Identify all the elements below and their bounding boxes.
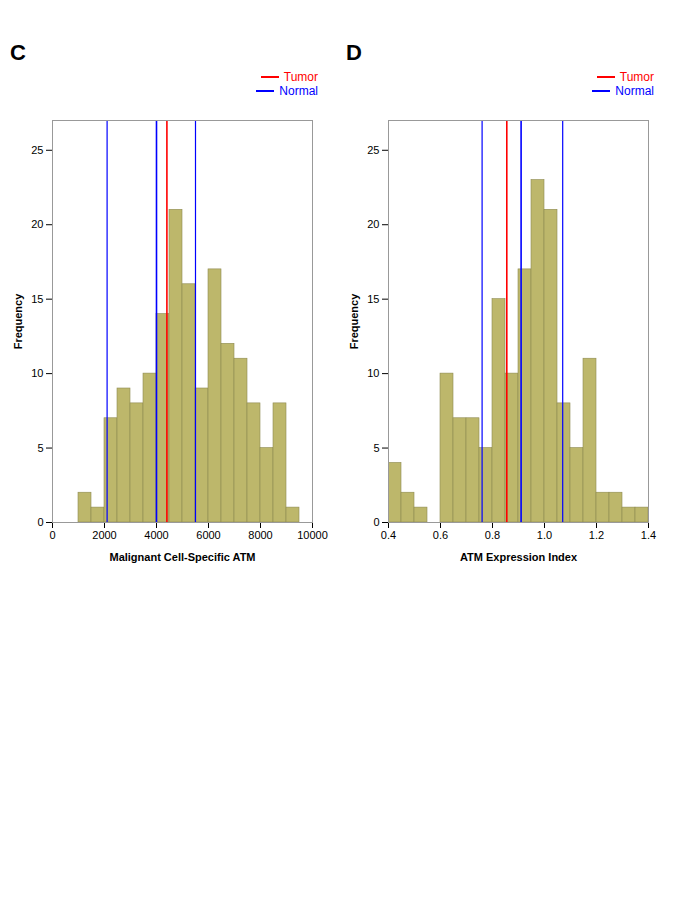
svg-text:5: 5 bbox=[373, 442, 379, 454]
svg-text:0.6: 0.6 bbox=[433, 529, 448, 541]
html-text:Normal: Normal bbox=[279, 84, 318, 98]
svg-text:15: 15 bbox=[367, 293, 379, 305]
html-text:Tumor: Tumor bbox=[283, 70, 318, 84]
svg-text:Frequency: Frequency bbox=[12, 293, 24, 350]
svg-text:5: 5 bbox=[37, 442, 43, 454]
svg-text:1.4: 1.4 bbox=[641, 529, 656, 541]
svg-text:0.4: 0.4 bbox=[381, 529, 396, 541]
svg-text:0.8: 0.8 bbox=[485, 529, 500, 541]
svg-text:0: 0 bbox=[37, 516, 43, 528]
svg-text:ATM Expression Index: ATM Expression Index bbox=[460, 551, 578, 563]
svg-text:15: 15 bbox=[31, 293, 43, 305]
svg-text:1.2: 1.2 bbox=[589, 529, 604, 541]
svg-text:20: 20 bbox=[31, 218, 43, 230]
svg-text:Frequency: Frequency bbox=[348, 293, 360, 350]
svg-text:25: 25 bbox=[367, 144, 379, 156]
svg-text:10: 10 bbox=[367, 367, 379, 379]
html-text:C: C bbox=[10, 40, 26, 65]
svg-text:20: 20 bbox=[367, 218, 379, 230]
svg-text:4000: 4000 bbox=[144, 529, 168, 541]
svg-text:Malignant Cell-Specific ATM: Malignant Cell-Specific ATM bbox=[109, 551, 255, 563]
svg-text:6000: 6000 bbox=[196, 529, 220, 541]
svg-text:10000: 10000 bbox=[297, 529, 328, 541]
html-text:D: D bbox=[346, 40, 362, 65]
svg-text:0: 0 bbox=[49, 529, 55, 541]
svg-text:1.0: 1.0 bbox=[537, 529, 552, 541]
svg-text:10: 10 bbox=[31, 367, 43, 379]
html-text:Normal: Normal bbox=[615, 84, 654, 98]
svg-text:2000: 2000 bbox=[92, 529, 116, 541]
svg-text:8000: 8000 bbox=[248, 529, 272, 541]
svg-text:25: 25 bbox=[31, 144, 43, 156]
html-text:Tumor: Tumor bbox=[619, 70, 654, 84]
svg-text:0: 0 bbox=[373, 516, 379, 528]
